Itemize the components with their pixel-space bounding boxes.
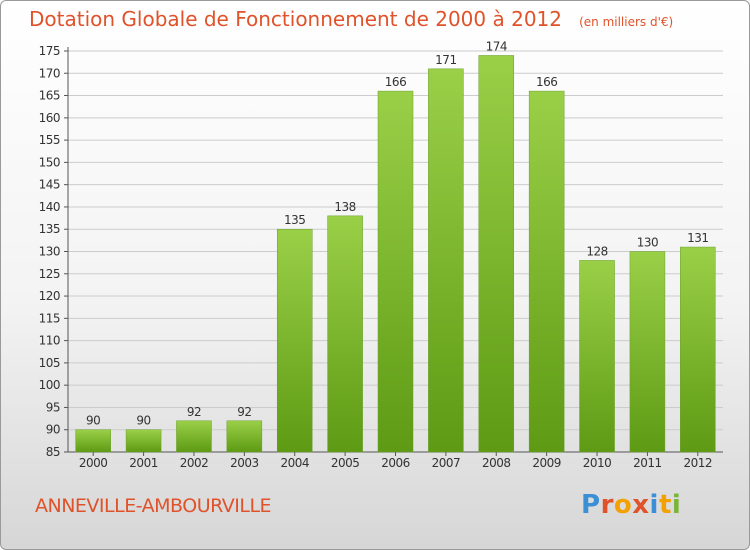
data-label: 166 <box>536 75 557 89</box>
x-tick-label: 2001 <box>129 456 158 470</box>
title-row: Dotation Globale de Fonctionnement de 20… <box>29 7 673 31</box>
x-tick-label: 2006 <box>381 456 410 470</box>
y-tick-label: 165 <box>39 89 60 103</box>
x-tick-label: 2007 <box>432 456 461 470</box>
bar <box>125 429 162 453</box>
y-tick-label: 150 <box>39 155 60 169</box>
x-tick-label: 2008 <box>482 456 511 470</box>
data-label: 92 <box>237 405 251 419</box>
bar <box>478 55 515 453</box>
data-label: 131 <box>687 231 708 245</box>
logo-letter: x <box>632 490 650 520</box>
logo-letter: o <box>613 490 633 520</box>
proxiti-logo: Proxiti <box>581 490 681 520</box>
logo-letter: t <box>658 490 672 520</box>
y-tick-labels: 85 90 95 100 105 110 115 120 125 130 135 140 145 150 1… <box>39 44 61 459</box>
data-label: 90 <box>136 414 150 428</box>
logo-letter: r <box>600 490 614 520</box>
y-tick-label: 110 <box>39 334 60 348</box>
y-tick-label: 105 <box>39 356 60 370</box>
x-tick-labels: 2000 2001 2002 2003 2004 2005 2006 2007 2008 2009… <box>79 456 713 470</box>
bar <box>680 246 716 453</box>
bars <box>75 55 716 453</box>
y-tick-label: 170 <box>39 66 60 80</box>
y-tick-label: 100 <box>39 378 60 392</box>
x-tick-label: 2002 <box>180 456 209 470</box>
y-tick-label: 160 <box>39 111 60 125</box>
bar <box>276 228 313 453</box>
x-tick-label: 2011 <box>633 456 662 470</box>
bar <box>428 68 464 453</box>
data-label: 135 <box>284 213 305 227</box>
y-tick-label: 155 <box>39 133 60 147</box>
bar <box>377 90 414 453</box>
y-tick-label: 90 <box>46 423 60 437</box>
y-tick-label: 130 <box>39 245 60 259</box>
chart-title: Dotation Globale de Fonctionnement de 20… <box>29 7 562 31</box>
data-label: 130 <box>637 236 658 250</box>
data-labels: 90 90 92 92 135 138 166 171 174 166 128 130 131 <box>86 39 709 428</box>
y-tick-label: 85 <box>46 445 60 459</box>
logo-letter: i <box>671 490 682 520</box>
x-tick-label: 2010 <box>583 456 612 470</box>
y-tick-label: 115 <box>39 311 60 325</box>
data-label: 166 <box>385 75 406 89</box>
data-label: 92 <box>187 405 201 419</box>
y-tick-label: 145 <box>39 178 60 192</box>
y-tick-label: 125 <box>39 267 60 281</box>
y-tick-label: 140 <box>39 200 60 214</box>
y-tick-label: 95 <box>46 400 60 414</box>
data-label: 138 <box>334 200 355 214</box>
x-tick-label: 2012 <box>684 456 713 470</box>
commune-name: ANNEVILLE-AMBOURVILLE <box>35 495 272 517</box>
data-label: 171 <box>435 53 456 67</box>
bar <box>327 215 363 453</box>
x-tick-label: 2009 <box>532 456 561 470</box>
y-tick-label: 120 <box>39 289 60 303</box>
bar <box>579 260 615 453</box>
bar <box>629 251 666 453</box>
data-label: 90 <box>86 414 100 428</box>
bar <box>176 420 212 453</box>
x-tick-label: 2000 <box>79 456 108 470</box>
logo-letter: i <box>649 490 659 520</box>
data-label: 128 <box>586 244 607 258</box>
chart-unit: (en milliers d'€) <box>579 15 674 29</box>
logo-letter: P <box>581 490 601 520</box>
data-label: 174 <box>486 39 507 53</box>
x-tick-label: 2003 <box>230 456 259 470</box>
x-tick-label: 2005 <box>331 456 360 470</box>
x-tick-label: 2004 <box>280 456 309 470</box>
bar <box>226 420 263 453</box>
bar <box>528 90 565 453</box>
bar <box>75 429 111 453</box>
y-tick-label: 135 <box>39 222 60 236</box>
y-tick-label: 175 <box>39 44 60 58</box>
